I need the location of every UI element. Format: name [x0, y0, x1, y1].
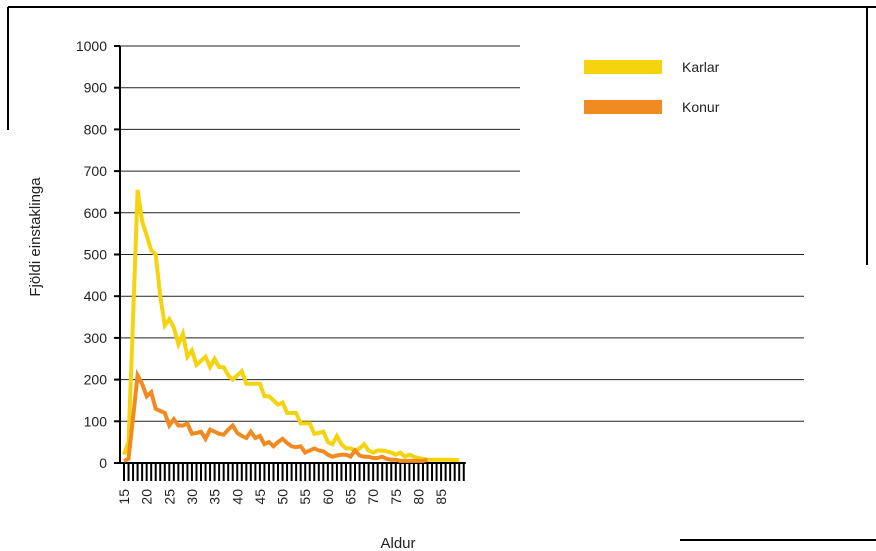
x-tick-label-65: 65 — [343, 489, 359, 505]
y-tick-label-300: 300 — [84, 330, 108, 346]
x-tick-label-40: 40 — [229, 489, 245, 505]
legend-label-konur: Konur — [682, 99, 720, 115]
y-tick-label-100: 100 — [84, 413, 108, 429]
legend-swatch-karlar — [584, 60, 662, 74]
y-tick-label-1000: 1000 — [76, 38, 107, 54]
y-axis: 0 100 200 300 400 500 600 700 800 900 1000 — [76, 38, 121, 471]
y-tick-label-0: 0 — [99, 455, 107, 471]
x-axis-title: Aldur — [380, 535, 415, 551]
y-axis-title: Fjöldi einstaklinga — [27, 177, 44, 297]
y-tick-label-700: 700 — [84, 163, 108, 179]
x-tick-label-45: 45 — [252, 489, 268, 505]
series-line-karlar — [122, 189, 460, 463]
y-tick-label-800: 800 — [84, 121, 108, 137]
x-tick-label-35: 35 — [207, 489, 223, 505]
legend: Karlar Konur — [584, 59, 720, 115]
y-tick-label-200: 200 — [84, 372, 108, 388]
x-tick-label-15: 15 — [116, 489, 132, 505]
x-tick-label-55: 55 — [297, 489, 313, 505]
legend-label-karlar: Karlar — [682, 59, 720, 75]
x-axis: 15 20 25 30 35 40 45 50 55 60 65 70 75 80 85 — [116, 462, 466, 505]
y-tick-label-600: 600 — [84, 205, 108, 221]
y-tick-label-900: 900 — [84, 80, 108, 96]
y-tick-label-400: 400 — [84, 288, 108, 304]
x-tick-label-85: 85 — [433, 489, 449, 505]
x-tick-label-75: 75 — [388, 489, 404, 505]
series-line-konur — [123, 368, 429, 463]
x-tick-label-50: 50 — [275, 489, 291, 505]
x-tick-label-60: 60 — [320, 489, 336, 505]
series-lines — [122, 189, 460, 463]
legend-swatch-konur — [584, 100, 662, 114]
x-tick-label-80: 80 — [410, 489, 426, 505]
x-tick-label-30: 30 — [184, 489, 200, 505]
x-tick-label-20: 20 — [139, 489, 155, 505]
y-tick-label-500: 500 — [84, 247, 108, 263]
x-tick-label-25: 25 — [161, 489, 177, 505]
x-tick-label-70: 70 — [365, 489, 381, 505]
